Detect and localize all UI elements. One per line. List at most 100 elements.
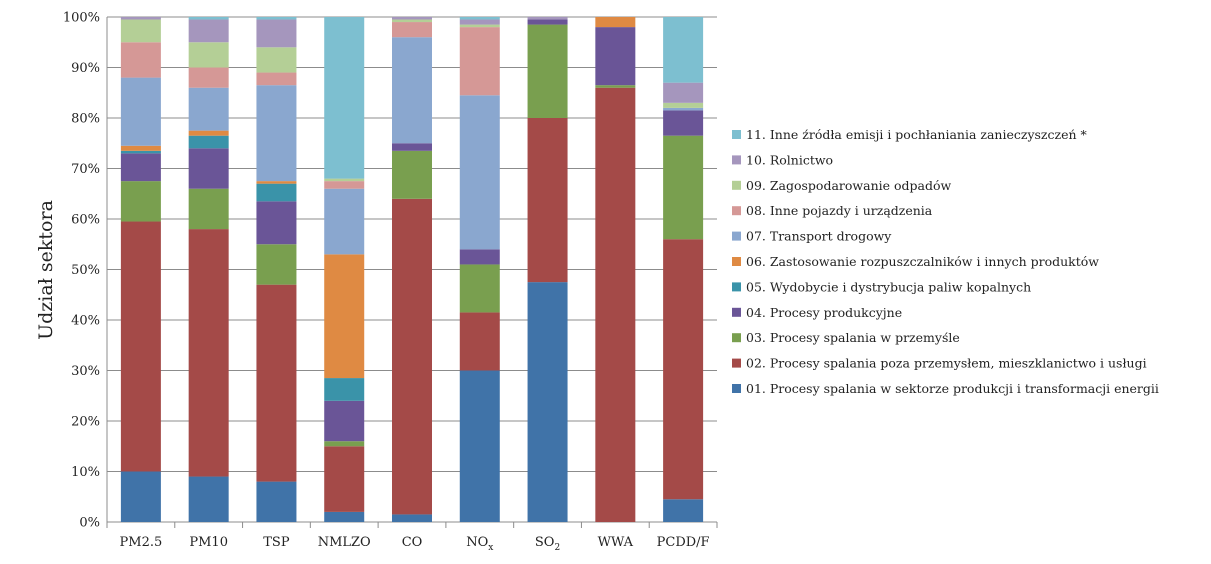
legend-label: 05. Wydobycie i dystrybucja paliw kopaln… bbox=[746, 279, 1031, 294]
bar-segment bbox=[663, 135, 704, 240]
bar-segment bbox=[120, 42, 161, 78]
legend-label: 11. Inne źródła emisji i pochłaniania za… bbox=[746, 127, 1088, 142]
legend-swatch bbox=[732, 333, 741, 343]
bar-segment bbox=[595, 85, 636, 88]
bar-segment bbox=[188, 17, 229, 20]
bar-segment bbox=[188, 188, 229, 230]
bar-segment bbox=[663, 239, 704, 500]
bar-segment bbox=[663, 107, 704, 111]
x-tick-label: WWA bbox=[598, 535, 634, 550]
bar-segment bbox=[392, 17, 432, 20]
bar-segment bbox=[595, 17, 636, 28]
bar-segment bbox=[256, 201, 297, 245]
y-tick-label: 80% bbox=[71, 112, 100, 127]
legend-swatch bbox=[732, 307, 741, 317]
legend-swatch bbox=[732, 231, 741, 241]
bar-segment bbox=[256, 481, 297, 522]
bar-segment bbox=[324, 511, 365, 522]
bar-segment bbox=[188, 42, 229, 68]
legend-label: 10. Rolnictwo bbox=[746, 152, 833, 167]
bar-segment bbox=[663, 102, 704, 108]
bar-segment bbox=[663, 17, 704, 83]
bar-segment bbox=[459, 24, 500, 28]
bar-segment bbox=[188, 87, 229, 131]
bar-segment bbox=[595, 27, 636, 86]
legend-swatch bbox=[732, 180, 741, 190]
legend-label: 03. Procesy spalania w przemyśle bbox=[746, 330, 960, 345]
bar-segment bbox=[392, 37, 432, 144]
bar-segment bbox=[188, 229, 229, 477]
bar-segment bbox=[120, 221, 161, 472]
y-axis-label: Udział sektora bbox=[35, 200, 57, 340]
bar-segment bbox=[459, 27, 500, 96]
bar-segment bbox=[392, 22, 432, 38]
bar-segment bbox=[392, 150, 432, 199]
legend-label: 04. Procesy produkcyjne bbox=[746, 305, 902, 320]
x-tick-label: PM10 bbox=[189, 535, 228, 550]
y-tick-label: 60% bbox=[71, 213, 100, 228]
bar-segment bbox=[527, 17, 568, 20]
bar-segment bbox=[324, 181, 365, 189]
y-tick-label: 100% bbox=[63, 11, 100, 26]
bar-segment bbox=[663, 82, 704, 103]
legend-swatch bbox=[732, 384, 741, 393]
legend-swatch bbox=[732, 358, 741, 368]
bar-segment bbox=[120, 19, 161, 43]
legend-label: 07. Transport drogowy bbox=[746, 229, 892, 244]
bar-segment bbox=[324, 254, 365, 379]
x-tick-label: TSP bbox=[263, 535, 290, 550]
bar-segment bbox=[188, 130, 229, 136]
legend-swatch bbox=[732, 282, 741, 292]
y-tick-label: 70% bbox=[71, 162, 100, 177]
bar-segment bbox=[256, 47, 297, 73]
bar-segment bbox=[459, 264, 500, 313]
x-tick-label: NOx bbox=[466, 535, 493, 553]
bar-segment bbox=[120, 145, 161, 151]
bar-segment bbox=[120, 153, 161, 182]
bar-segment bbox=[527, 19, 568, 25]
y-tick-label: 10% bbox=[71, 465, 100, 480]
bar-segment bbox=[256, 85, 297, 182]
bar-segment bbox=[188, 476, 229, 522]
bar-segment bbox=[188, 67, 229, 88]
bar-segment bbox=[324, 400, 365, 442]
bar-segment bbox=[663, 499, 704, 522]
legend-label: 06. Zastosowanie rozpuszczalników i inny… bbox=[746, 254, 1099, 269]
bar-segment bbox=[527, 24, 568, 119]
legend-label: 08. Inne pojazdy i urządzenia bbox=[746, 203, 933, 218]
bar-segment bbox=[392, 143, 432, 151]
bar-segment bbox=[527, 282, 568, 522]
legend-swatch bbox=[732, 257, 741, 266]
x-tick-label: CO bbox=[402, 535, 423, 550]
y-tick-label: 90% bbox=[71, 61, 100, 76]
bar-segment bbox=[256, 284, 297, 482]
x-tick-label: PCDD/F bbox=[657, 535, 710, 550]
bar-segment bbox=[392, 19, 432, 23]
bar-segment bbox=[120, 471, 161, 522]
x-tick-label: SO2 bbox=[535, 535, 560, 553]
legend-swatch bbox=[732, 155, 741, 165]
bar-segment bbox=[188, 148, 229, 189]
legend-label: 01. Procesy spalania w sektorze produkcj… bbox=[746, 381, 1159, 396]
legend-swatch bbox=[732, 206, 741, 216]
bar-segment bbox=[324, 446, 365, 512]
y-tick-label: 0% bbox=[79, 516, 100, 531]
bar-segment bbox=[324, 188, 365, 255]
bar-segment bbox=[120, 77, 161, 146]
y-tick-label: 50% bbox=[71, 263, 100, 278]
bar-segment bbox=[527, 118, 568, 283]
bar-segment bbox=[663, 110, 704, 136]
bar-segment bbox=[256, 244, 297, 285]
bar-segment bbox=[392, 198, 432, 515]
y-tick-label: 20% bbox=[71, 415, 100, 430]
bar-segment bbox=[120, 181, 161, 222]
bar-segment bbox=[256, 181, 297, 184]
bar-segment bbox=[188, 19, 229, 43]
y-tick-label: 40% bbox=[71, 314, 100, 329]
bar-segment bbox=[459, 312, 500, 371]
legend-label: 02. Procesy spalania poza przemysłem, mi… bbox=[746, 356, 1147, 371]
bar-segment bbox=[324, 17, 365, 179]
bar-segment bbox=[324, 441, 365, 447]
